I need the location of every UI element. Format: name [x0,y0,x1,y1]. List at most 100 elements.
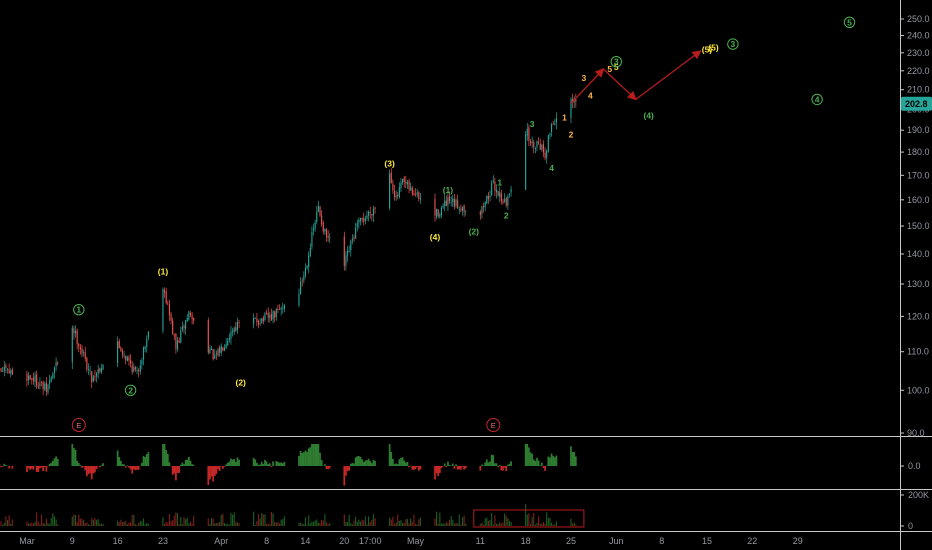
volume-bar [232,514,234,526]
volume-bar [461,517,464,526]
earnings-event-marker[interactable]: E [486,418,501,432]
candle-body [130,360,132,365]
candle-body [3,366,5,371]
earnings-event-marker[interactable]: E [71,418,86,432]
time-tick-label: 25 [566,536,576,546]
volume-bar [259,518,261,526]
candle-body [45,382,47,392]
event-marker-text: E [76,421,81,430]
candle-body [136,370,138,371]
wave-label: (1) [443,185,454,195]
candle-body [83,352,85,353]
candle-body [492,180,494,183]
candle-body [486,195,488,204]
volume-bar [390,519,392,526]
time-tick-label: Apr [214,536,228,546]
wave-label-text: 3 [731,39,736,49]
volume-bar [345,521,347,526]
candle-body [358,219,360,223]
candle-body [29,374,31,380]
candle-body [97,369,99,374]
volume-bar [141,521,143,526]
candle-body [482,206,485,208]
candle-body [228,338,230,341]
candle-body [350,240,352,251]
candle-body [52,373,54,379]
volume-bar [223,523,226,526]
volume-bar [437,523,439,526]
candle-body [389,173,391,209]
volume-bar [180,517,182,526]
wave-label-text: 1 [76,305,81,315]
candle-body [309,248,311,257]
candle-body [549,133,551,136]
candle-body [329,237,331,238]
volume-bar [76,522,78,526]
candle-body [533,142,535,148]
volume-bar [280,519,282,526]
candle-body [528,127,530,141]
volume-bar [444,523,446,526]
candle-body [504,199,506,202]
volume-bar [303,523,305,526]
volume-bar [36,512,38,526]
time-tick-label: 23 [158,536,168,546]
volume-bar [0,521,2,526]
volume-bar [366,524,368,526]
volume-bar [167,522,169,526]
time-axis[interactable]: Mar 9 16 23 Apr 8 14 20 17:00 May 11 18 25 Jun 8 15 22 29 [19,536,802,546]
volume-bar [193,516,195,526]
candle-body [73,328,75,334]
candle-body [353,237,355,239]
volume-bar [445,521,447,526]
volume-bar [87,524,90,526]
volume-bar [170,521,172,526]
volume-bar [526,514,528,526]
candle-body [369,211,371,214]
candle-body [162,289,164,331]
candle-body [210,347,213,350]
volume-bar [73,514,75,526]
time-tick-label: 29 [793,536,803,546]
candle-body [32,377,34,381]
volume-bar [325,522,328,526]
candle-body [39,383,41,387]
candle-body [219,347,221,353]
candle-body [448,196,451,202]
candle-body [128,357,130,361]
volume-bar [39,524,41,526]
volume-bar [147,523,149,526]
price-tick-label: 230.0 [907,48,930,58]
price-candles [0,93,577,396]
volume-bar [118,522,120,526]
volume-bar [575,524,577,526]
volume-bar [257,513,260,526]
volume-bar [440,523,443,526]
candle-body [500,193,502,202]
volume-bar [185,519,187,526]
volume-bar [212,518,214,526]
volume-bar [324,514,326,526]
volume-bar [497,524,499,526]
wave-label: 2 [504,210,509,220]
candle-body [325,229,328,237]
volume-bar [215,523,217,526]
volume-bar [536,522,538,526]
volume-bar [278,523,281,526]
oscillator-tick-label: 0.0 [908,461,921,471]
last-price-badge-bg [901,96,932,111]
candle-body [371,214,373,216]
candle-body [355,227,357,239]
candle-body [55,362,57,367]
volume-bar [368,516,370,526]
volume-bar [406,518,409,526]
wave-label: 4 [549,163,554,173]
wave-label: 3 [727,38,739,50]
candle-body [366,215,368,219]
candle-body [411,188,413,194]
candle-body [419,198,421,200]
volume-bar [301,523,303,526]
